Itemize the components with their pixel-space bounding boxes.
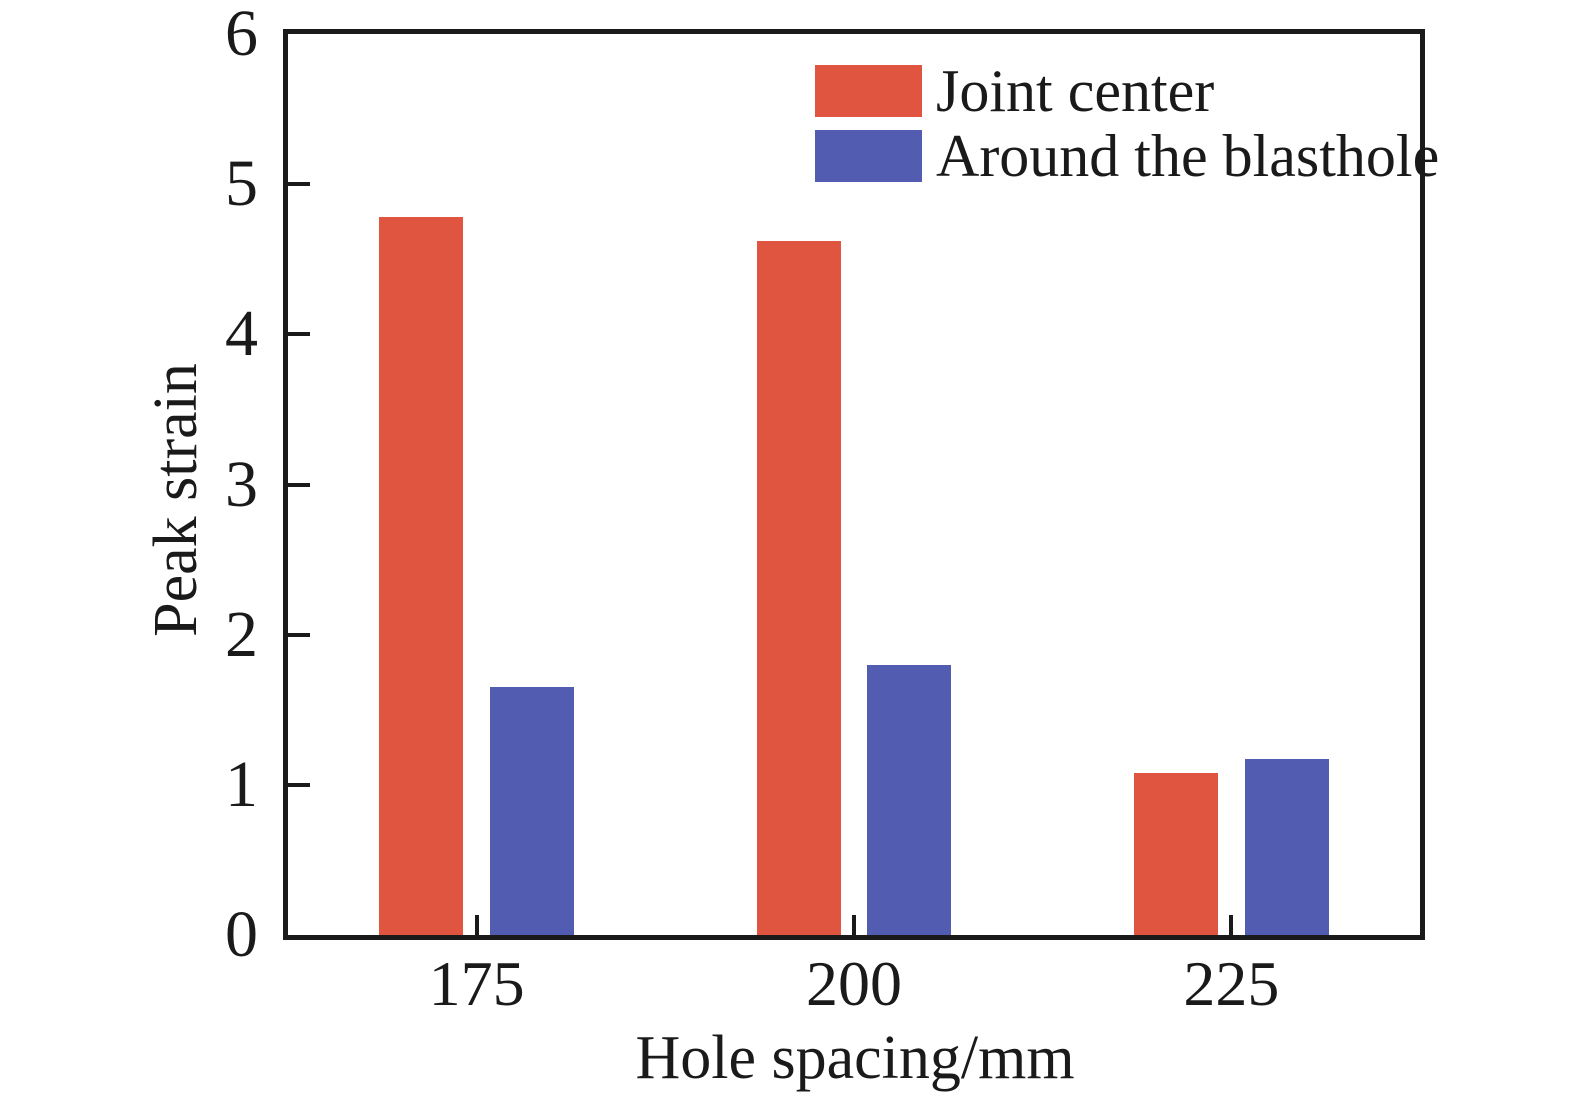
bar-around-the-blasthole-200 bbox=[867, 664, 952, 935]
y-axis-tick-label: 2 bbox=[225, 597, 258, 671]
bar-around-the-blasthole-175 bbox=[489, 687, 574, 935]
legend-swatch bbox=[815, 65, 922, 117]
legend-row: Joint center bbox=[815, 61, 1439, 121]
legend-label: Around the blasthole bbox=[936, 123, 1440, 189]
y-axis-tick-label: 4 bbox=[225, 297, 258, 371]
y-axis-tick-label: 6 bbox=[225, 0, 258, 70]
y-axis-tick-label: 1 bbox=[225, 747, 258, 821]
x-axis-title: Hole spacing/mm bbox=[635, 1024, 1075, 1092]
legend-label: Joint center bbox=[936, 58, 1215, 124]
y-axis-tick bbox=[288, 632, 310, 637]
x-axis-tick bbox=[852, 915, 856, 935]
legend-swatch bbox=[815, 130, 922, 182]
y-axis-tick bbox=[288, 182, 310, 187]
x-axis-tick bbox=[474, 915, 479, 935]
y-axis-tick bbox=[288, 482, 310, 487]
x-axis-category-label: 200 bbox=[806, 948, 902, 1019]
y-axis-tick bbox=[288, 332, 310, 337]
x-axis-category-label: 175 bbox=[428, 948, 525, 1019]
bar-around-the-blasthole-225 bbox=[1244, 759, 1329, 935]
bar-joint-center-175 bbox=[379, 217, 464, 935]
y-axis-tick bbox=[288, 782, 310, 787]
legend-row: Around the blasthole bbox=[815, 126, 1439, 186]
bar-joint-center-200 bbox=[756, 241, 841, 935]
bar-joint-center-225 bbox=[1134, 772, 1219, 935]
y-axis-tick-label: 3 bbox=[225, 447, 258, 521]
y-axis-tick-label: 5 bbox=[225, 147, 258, 221]
legend: Joint center Around the blasthole bbox=[815, 61, 1439, 186]
y-axis-tick-label: 0 bbox=[225, 898, 258, 971]
x-axis-category-label: 225 bbox=[1183, 948, 1280, 1019]
x-axis-tick bbox=[1229, 915, 1234, 935]
plot-area: Joint center Around the blasthole bbox=[283, 29, 1439, 940]
